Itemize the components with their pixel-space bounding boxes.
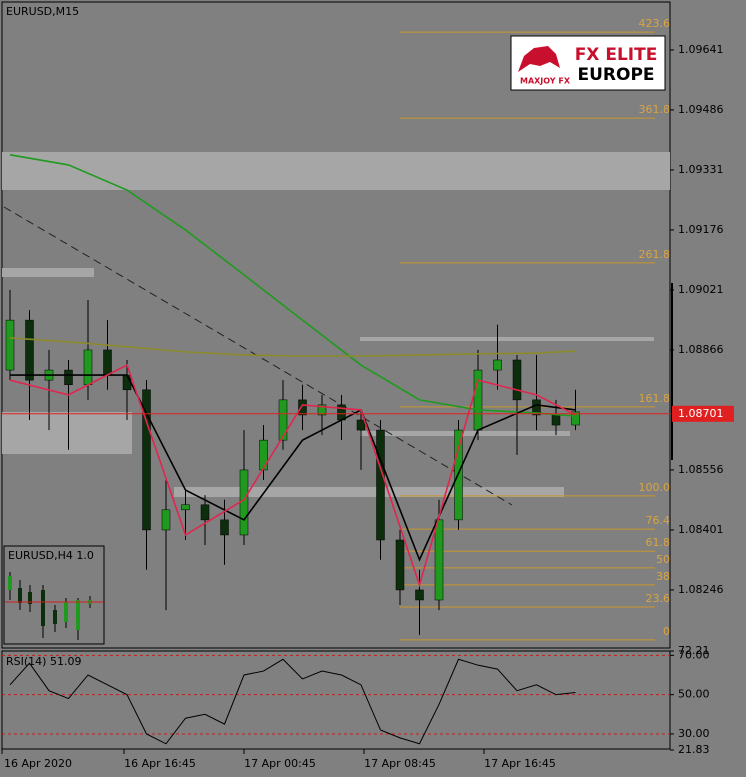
candle-body	[493, 359, 502, 371]
candle-body	[161, 509, 171, 531]
candle-body	[259, 439, 268, 471]
fib-label: 23.6	[646, 592, 671, 605]
moving-average	[9, 154, 576, 417]
candle-body	[571, 411, 580, 426]
candle-body	[103, 349, 112, 376]
price-label: 1.08701	[678, 407, 724, 420]
fib-label: 0	[663, 625, 670, 638]
candle-body	[278, 399, 288, 441]
candle-body	[239, 469, 249, 536]
y-tick-label: 1.08866	[678, 343, 724, 356]
candle-body	[5, 319, 15, 371]
fib-label: 50	[656, 553, 670, 566]
candle-body	[181, 504, 190, 511]
fib-label: 38	[656, 570, 670, 583]
candle-body	[200, 504, 210, 521]
rsi-frame	[1, 650, 671, 750]
candle-body	[512, 359, 522, 401]
trend-line	[3, 206, 513, 506]
y-tick-label: 1.09641	[678, 43, 724, 56]
zone	[2, 412, 132, 454]
y-tick-label: 1.09331	[678, 163, 724, 176]
y-tick-label: 1.08401	[678, 523, 724, 536]
inset-candles	[5, 572, 103, 640]
candle-body	[415, 589, 424, 601]
fib-label: 100.0	[639, 481, 671, 494]
x-tick-label: 16 Apr 16:45	[124, 757, 196, 770]
candle-body	[220, 519, 229, 536]
zone	[2, 152, 670, 190]
candle-body	[25, 319, 34, 381]
rsi-tick-label: 70.00	[678, 648, 710, 661]
x-tick-label: 17 Apr 16:45	[484, 757, 556, 770]
candle-body	[298, 399, 307, 416]
y-tick-label: 1.09176	[678, 223, 724, 236]
moving-average	[9, 337, 576, 357]
marks	[5, 31, 655, 641]
y-tick-label: 1.08246	[678, 583, 724, 596]
inset-title: EURUSD,H4 1.0	[8, 549, 94, 562]
rsi-tick-label: 21.83	[678, 743, 710, 756]
candle-body	[434, 519, 444, 601]
chart-title: EURUSD,M15	[6, 5, 79, 18]
candle-body	[473, 369, 483, 431]
candle-body	[395, 539, 405, 591]
fib-label: 61.8	[646, 536, 671, 549]
rsi-tick-label: 50.00	[678, 688, 710, 701]
candle-body	[64, 369, 73, 386]
logo-text: EUROPE	[577, 65, 654, 85]
candle-body	[317, 404, 327, 416]
inset-frame	[3, 545, 105, 645]
zone	[2, 268, 94, 277]
main-frame	[1, 1, 671, 649]
fib-label: 261.8	[639, 248, 671, 261]
x-tick-label: 16 Apr 2020	[4, 757, 72, 770]
rsi-tick-label: 72.21	[678, 644, 710, 657]
candle-body	[356, 419, 366, 431]
y-tick-label: 1.09021	[678, 283, 724, 296]
zone	[360, 431, 570, 436]
candle-body	[376, 429, 385, 541]
rsi-tick-label: 30.00	[678, 727, 710, 740]
x-tick-label: 17 Apr 00:45	[244, 757, 316, 770]
fib-label: 361.8	[639, 103, 671, 116]
candle-body	[551, 414, 561, 426]
price-box	[672, 405, 734, 422]
logo-brand: MAXJOY FX	[520, 77, 571, 86]
zone	[174, 487, 564, 497]
logo-icon	[518, 46, 560, 72]
y-tick-label: 1.08556	[678, 463, 724, 476]
logo-text: FX ELITE	[575, 45, 658, 65]
candle-body	[83, 349, 93, 386]
x-tick-label: 17 Apr 08:45	[364, 757, 436, 770]
moving-average	[9, 363, 576, 588]
fib-label: 76.4	[646, 514, 671, 527]
rsi-title: RSI(14) 51.09	[6, 655, 81, 668]
candle-body	[122, 374, 132, 391]
y-tick-label: 1.09486	[678, 103, 724, 116]
zone	[360, 337, 654, 341]
fib-label: 423.6	[639, 17, 671, 30]
rsi-line	[9, 658, 576, 745]
candle-body	[142, 389, 151, 531]
fib-label: 161.8	[639, 392, 671, 405]
